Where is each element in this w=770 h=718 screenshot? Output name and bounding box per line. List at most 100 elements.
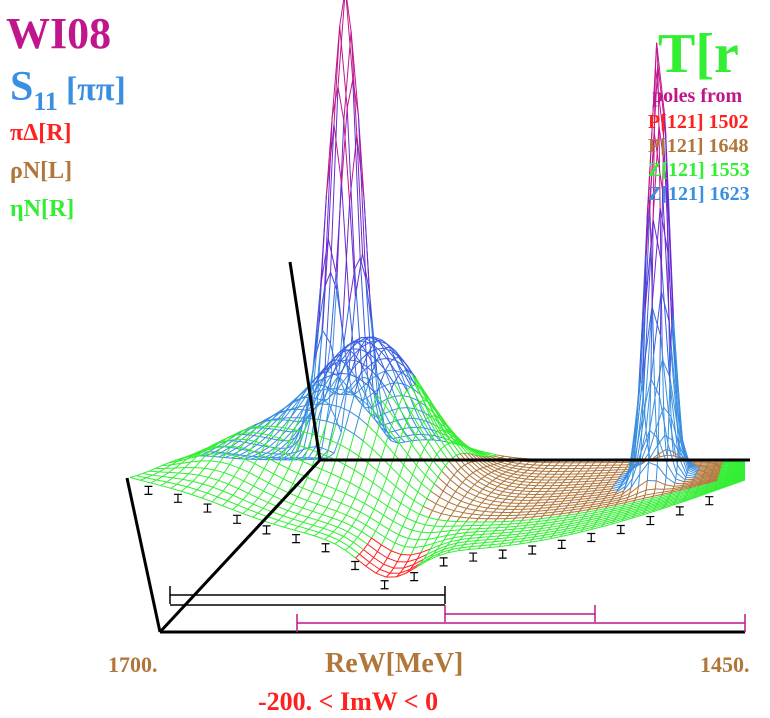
mesh-line [377, 470, 386, 478]
mesh-line [336, 424, 345, 428]
mesh-line [459, 482, 462, 486]
mesh-line [344, 304, 349, 345]
mesh-line [496, 506, 499, 509]
mesh-line [429, 460, 433, 467]
mesh-line [183, 479, 193, 481]
mesh-line [520, 484, 528, 485]
mesh-line [239, 468, 249, 473]
mesh-line [580, 489, 588, 490]
mesh-line [179, 468, 185, 473]
mesh-line [278, 488, 288, 493]
mesh-line [675, 479, 676, 483]
mesh-line [499, 506, 508, 507]
mesh-line [509, 486, 517, 487]
mesh-line [505, 496, 508, 499]
mesh-line [449, 461, 457, 471]
mesh-line [481, 515, 490, 516]
mesh-line [274, 429, 280, 430]
mesh-line [380, 515, 384, 523]
mesh-line [561, 493, 569, 494]
mesh-line [243, 433, 252, 434]
mesh-line [434, 484, 443, 491]
mesh-line [438, 471, 442, 477]
mesh-line [447, 480, 451, 485]
mesh-line [508, 496, 516, 497]
mesh-line [171, 484, 177, 488]
mesh-line [342, 522, 352, 526]
mesh-line [377, 545, 381, 552]
mesh-line [327, 485, 337, 489]
mesh-line [498, 527, 508, 528]
mesh-line [427, 499, 436, 504]
axis-right: 1450. [700, 652, 750, 677]
mesh-line [338, 87, 344, 121]
mesh-line [253, 498, 258, 504]
mesh-line [645, 493, 654, 495]
mesh-line [343, 536, 353, 542]
mesh-line [408, 444, 412, 454]
mesh-line [512, 468, 520, 469]
mesh-line [167, 482, 177, 484]
mesh-line [414, 546, 424, 547]
error-bar [144, 486, 152, 494]
mesh-line [328, 450, 334, 453]
mesh-line [304, 432, 313, 434]
error-bar [617, 526, 625, 534]
mesh-line [468, 492, 477, 496]
mesh-line [365, 503, 375, 509]
mesh-line [204, 468, 214, 470]
mesh-line [249, 473, 259, 478]
mesh-line [636, 495, 645, 498]
mesh-line [366, 566, 376, 573]
mesh-line [294, 421, 300, 422]
mesh-line [151, 483, 161, 486]
mesh-line [412, 522, 416, 530]
mesh-line [612, 477, 620, 478]
mesh-line [322, 515, 332, 518]
mesh-line [437, 450, 441, 455]
mesh-line [477, 540, 487, 541]
mesh-line [478, 515, 481, 519]
mesh-line [197, 484, 203, 490]
mesh-line [460, 513, 463, 517]
mesh-line [491, 501, 494, 504]
mesh-line [543, 515, 552, 516]
mesh-line [308, 434, 313, 448]
mesh-line [546, 502, 555, 503]
mesh-line [365, 494, 369, 504]
mesh-line [315, 536, 325, 540]
mesh-line [209, 470, 215, 477]
box-edge [127, 478, 160, 632]
mesh-line [335, 540, 339, 544]
mesh-line [289, 519, 294, 523]
mesh-line [715, 465, 723, 466]
mesh-line [350, 470, 354, 483]
mesh-line [418, 492, 427, 499]
mesh-line [333, 527, 337, 532]
mesh-line [469, 475, 477, 481]
mesh-line [514, 490, 522, 491]
mesh-line [243, 500, 253, 504]
mesh-line [473, 496, 476, 500]
mesh-line [153, 475, 163, 476]
mesh-line [460, 529, 470, 530]
mesh-line [322, 448, 328, 451]
mesh-line [488, 508, 497, 509]
mesh-line [219, 480, 229, 484]
mesh-line [479, 506, 488, 508]
mesh-line [336, 273, 344, 344]
mesh-line [376, 573, 386, 577]
mesh-line [248, 486, 253, 493]
mesh-line [263, 483, 268, 491]
mesh-line [576, 494, 584, 495]
mesh-line [706, 468, 714, 469]
mesh-line [386, 444, 395, 454]
mesh-line [369, 483, 373, 494]
mesh-line [372, 434, 376, 449]
mesh-line [514, 528, 524, 529]
mesh-line [299, 445, 308, 448]
mesh-line [397, 554, 401, 561]
mesh-line [429, 511, 433, 518]
mesh-line [450, 480, 459, 487]
mesh-line [257, 445, 263, 446]
